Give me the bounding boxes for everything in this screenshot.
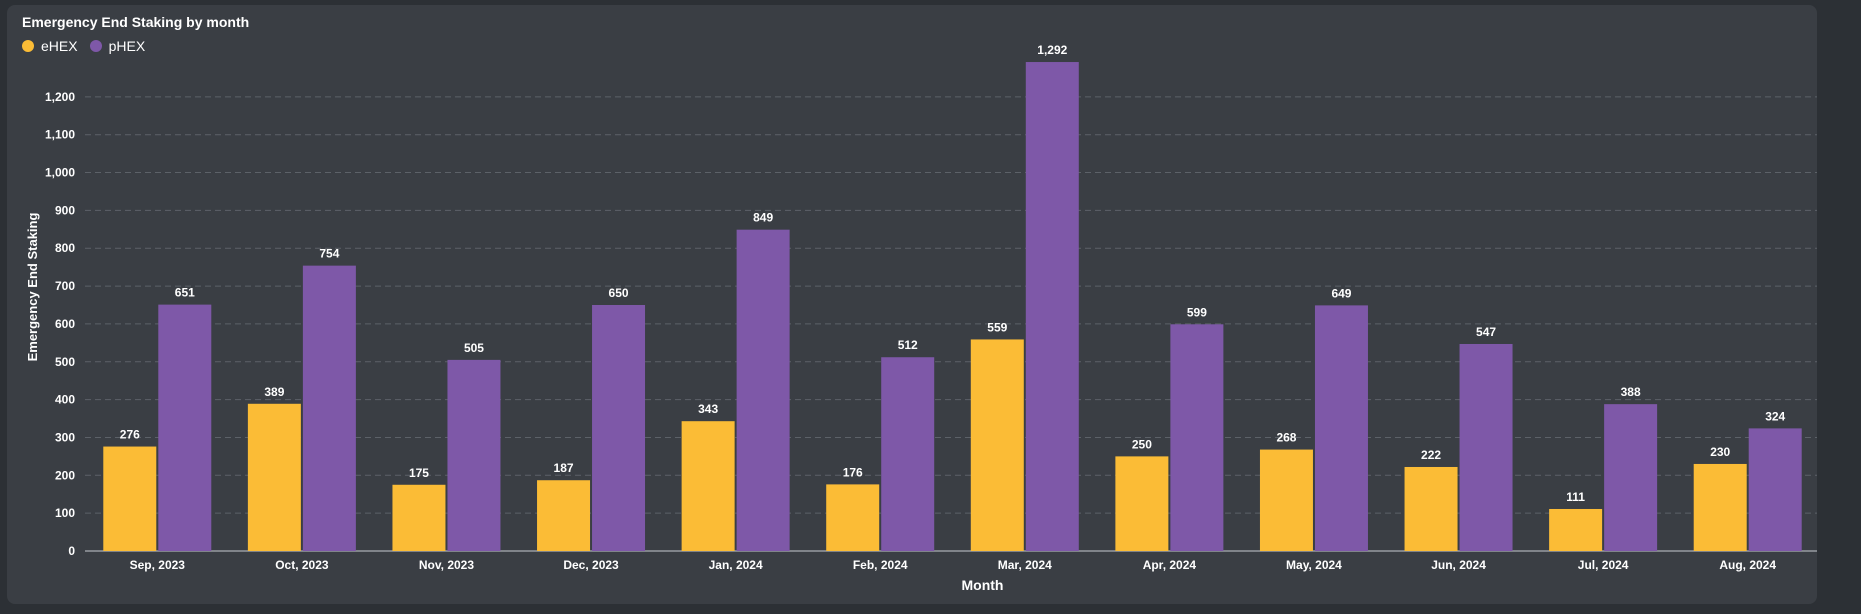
data-label: 111 <box>1566 490 1585 504</box>
bar-phex <box>1604 404 1658 551</box>
y-tick-label: 800 <box>55 241 75 255</box>
legend-item-ehex[interactable]: eHEX <box>22 38 78 54</box>
bar-phex <box>1459 343 1513 551</box>
legend: eHEX pHEX <box>22 38 145 54</box>
data-label: 389 <box>264 385 284 399</box>
x-tick-label: Dec, 2023 <box>563 558 619 572</box>
data-label: 276 <box>120 428 140 442</box>
data-label: 268 <box>1276 431 1296 445</box>
x-tick-label: May, 2024 <box>1286 558 1342 572</box>
x-tick-label: Aug, 2024 <box>1719 558 1776 572</box>
bar-ehex <box>970 339 1024 551</box>
data-label: 505 <box>464 341 484 355</box>
y-tick-label: 1,100 <box>45 128 75 142</box>
y-tick-label: 1,000 <box>45 166 75 180</box>
bar-phex <box>447 359 501 551</box>
data-label: 176 <box>843 465 863 479</box>
chart-card: Emergency End Staking by month eHEX pHEX… <box>7 5 1817 604</box>
y-tick-label: 400 <box>55 393 75 407</box>
bar-ehex <box>1693 463 1747 551</box>
data-label: 559 <box>987 320 1007 334</box>
x-tick-label: Sep, 2023 <box>130 558 186 572</box>
data-label: 175 <box>409 466 429 480</box>
data-label: 222 <box>1421 448 1441 462</box>
y-axis-title: Emergency End Staking <box>25 213 40 362</box>
legend-label-phex: pHEX <box>108 38 146 54</box>
x-tick-label: Mar, 2024 <box>998 558 1052 572</box>
y-tick-label: 700 <box>55 279 75 293</box>
x-tick-label: Oct, 2023 <box>275 558 329 572</box>
data-label: 849 <box>753 211 773 225</box>
bar-chart: 0 100 200 300 400 500 600 700 800 900 1,000 1,100 1,… <box>25 43 1817 593</box>
data-label: 599 <box>1187 305 1207 319</box>
data-label: 651 <box>175 286 195 300</box>
x-tick-label: Jun, 2024 <box>1431 558 1486 572</box>
data-label: 650 <box>609 286 629 300</box>
x-tick-label: Apr, 2024 <box>1143 558 1197 572</box>
legend-item-phex[interactable]: pHEX <box>89 38 146 54</box>
bar-phex <box>1025 62 1079 552</box>
y-tick-label: 200 <box>55 468 75 482</box>
bar-phex <box>1170 324 1224 551</box>
legend-dot-phex <box>89 40 102 52</box>
bar-phex <box>881 357 935 551</box>
x-tick-label: Jul, 2024 <box>1578 558 1629 572</box>
data-label: 1,292 <box>1037 43 1067 57</box>
bar-ehex <box>1549 508 1603 551</box>
x-axis-title: Month <box>962 577 1004 593</box>
data-label: 388 <box>1621 385 1641 399</box>
bar-phex <box>592 305 646 551</box>
bar-ehex <box>1259 449 1313 551</box>
legend-label-ehex: eHEX <box>41 38 78 54</box>
y-tick-label: 100 <box>55 506 75 520</box>
data-label: 250 <box>1132 437 1152 451</box>
y-tick-label: 300 <box>55 430 75 444</box>
data-label: 324 <box>1765 409 1785 423</box>
x-tick-label: Jan, 2024 <box>709 558 763 572</box>
x-tick-label: Feb, 2024 <box>853 558 908 572</box>
bar-ehex <box>1115 456 1169 551</box>
bar-phex <box>302 265 356 551</box>
data-label: 754 <box>319 247 339 261</box>
bar-phex <box>1314 305 1368 551</box>
bar-ehex <box>681 421 735 551</box>
y-tick-label: 1,200 <box>45 90 75 104</box>
bar-ehex <box>103 446 157 551</box>
bar-ehex <box>826 484 880 551</box>
data-label: 187 <box>554 461 574 475</box>
bar-ehex <box>392 484 446 551</box>
bar-phex <box>736 229 790 551</box>
data-label: 547 <box>1476 325 1496 339</box>
bar-ehex <box>1404 466 1458 551</box>
legend-dot-ehex <box>22 40 34 52</box>
data-label: 343 <box>698 402 718 416</box>
bar-ehex <box>247 403 301 551</box>
y-tick-label: 600 <box>55 317 75 331</box>
y-tick-label: 500 <box>55 355 75 369</box>
y-tick-label: 900 <box>55 203 75 217</box>
bar-ehex <box>537 480 591 551</box>
data-label: 230 <box>1710 445 1730 459</box>
bar-phex <box>1748 428 1802 551</box>
data-label: 649 <box>1331 286 1351 300</box>
bar-phex <box>158 304 212 551</box>
chart-title: Emergency End Staking by month <box>22 14 250 30</box>
x-tick-label: Nov, 2023 <box>419 558 474 572</box>
data-label: 512 <box>898 338 918 352</box>
y-tick-label: 0 <box>68 544 75 558</box>
